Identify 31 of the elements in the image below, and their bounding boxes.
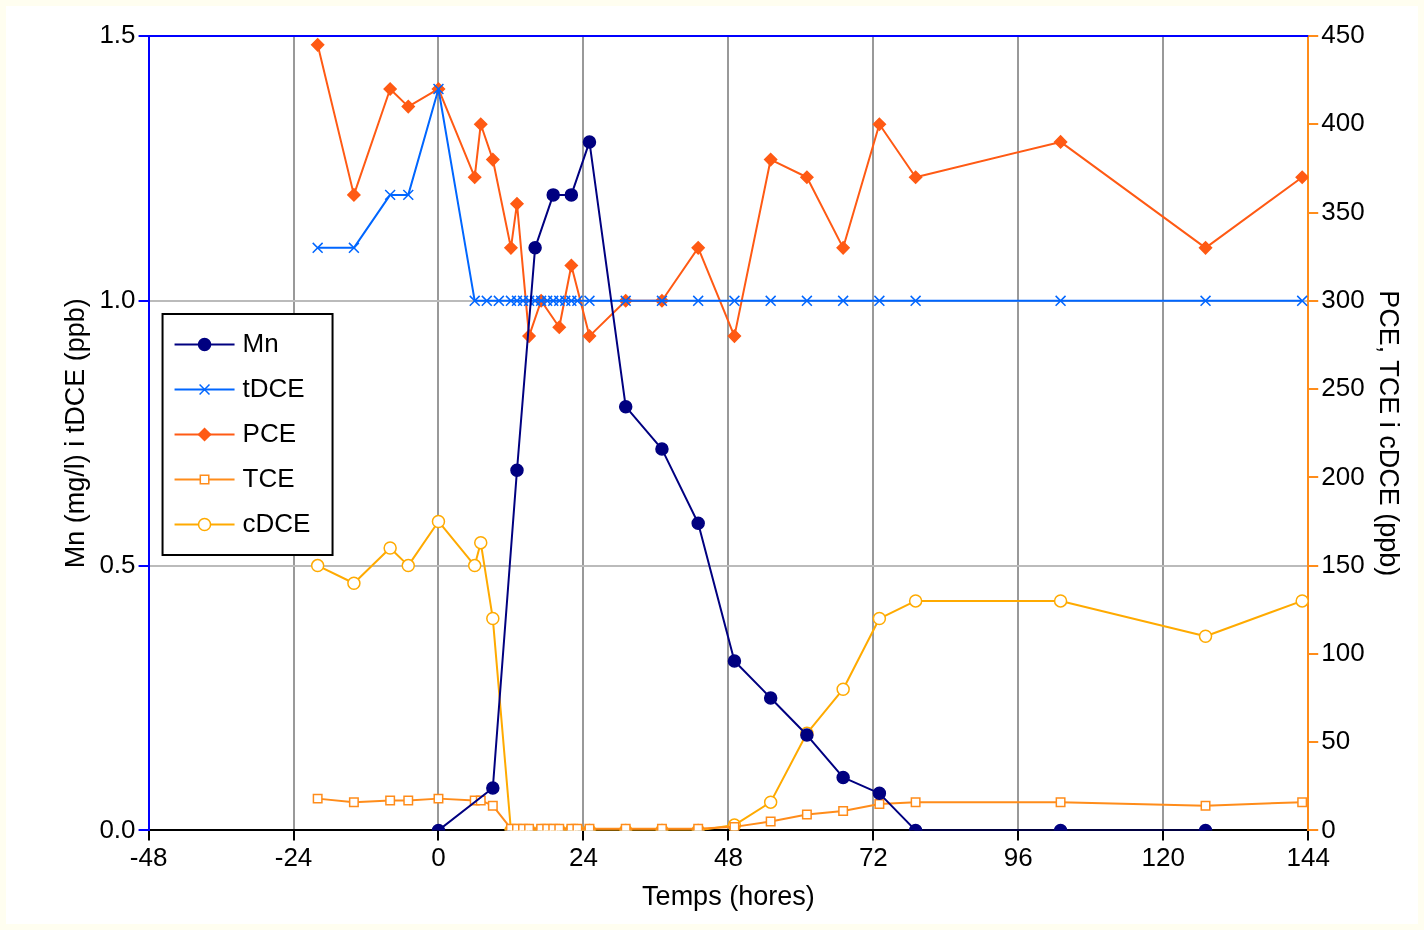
x-tick-label: 72 [858,842,888,873]
y-tick-label: 1.0 [99,283,136,314]
legend-label: tDCE [242,372,305,403]
y-tick-label: 0.0 [99,813,136,844]
y-axis-title: Mn (mg/l) i tDCE (ppb) [59,298,90,569]
x-tick-label: -24 [274,842,313,873]
x-tick-label: 96 [1003,842,1033,873]
y-tick-label: 1.5 [99,19,136,50]
y-tick-label: 0.5 [99,548,136,579]
x-tick-label: 0 [431,842,446,873]
y2-tick-label: 250 [1321,372,1365,403]
y2-tick-label: 450 [1321,19,1365,50]
x-tick-label: 120 [1141,842,1185,873]
x-tick-label: 144 [1286,842,1330,873]
x-axis-title: Temps (hores) [642,881,815,912]
y2-tick-label: 300 [1321,283,1365,314]
legend-label: cDCE [242,507,311,538]
y2-tick-label: 350 [1321,195,1365,226]
y2-tick-label: 400 [1321,107,1365,138]
legend-label: TCE [242,462,295,493]
y2-tick-label: 0 [1321,813,1336,844]
x-tick-label: 24 [568,842,598,873]
legend-label: PCE [242,417,297,448]
y2-tick-label: 50 [1321,725,1351,756]
y2-tick-label: 150 [1321,548,1365,579]
y2-axis-title: PCE, TCE i cDCE (ppb) [1374,290,1405,577]
x-tick-label: 48 [713,842,743,873]
y2-tick-label: 100 [1321,637,1365,668]
x-tick-label: -48 [129,842,168,873]
y2-tick-label: 200 [1321,460,1365,491]
legend-label: Mn [242,327,279,358]
